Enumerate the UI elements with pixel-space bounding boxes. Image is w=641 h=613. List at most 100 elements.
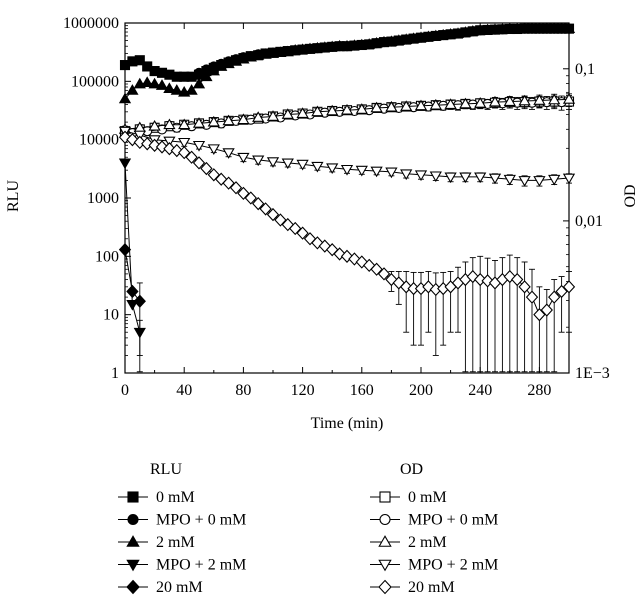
data-point (222, 148, 235, 159)
data-point (444, 98, 457, 109)
legend-label-od: 20 mM (408, 579, 455, 596)
data-point (252, 196, 265, 211)
legend-marker (126, 559, 140, 572)
data-point (222, 114, 235, 126)
data-point (274, 213, 287, 227)
data-point (266, 207, 280, 222)
data-point (259, 202, 272, 216)
data-point (511, 272, 524, 287)
legend-marker (379, 513, 391, 526)
data-point (215, 172, 228, 186)
y-tick-label: 100000 (71, 73, 119, 90)
series-line (124, 28, 569, 78)
data-point (296, 107, 309, 118)
data-point (503, 22, 516, 34)
data-point (533, 94, 546, 105)
data-point (178, 137, 191, 149)
legend-marker (126, 535, 140, 547)
legend-group-od: OD (400, 461, 423, 478)
legend-marker (126, 579, 140, 595)
data-point (444, 172, 457, 184)
y-axis-left: 1 10 100 1000 10000 100000 1000000 (63, 15, 131, 382)
legend-label-rlu: 2 mM (156, 534, 195, 551)
series-rlu-20-mm (118, 243, 146, 373)
y2-tick-label: 0,1 (575, 61, 595, 78)
series-rlu-mpo-2-mm (118, 158, 146, 356)
y-axis-right: 1E−3 0,01 0,1 (563, 22, 610, 382)
data-point (237, 186, 250, 201)
data-point (155, 79, 169, 90)
data-point (429, 98, 442, 110)
y-tick-label: 10000 (79, 132, 119, 149)
legend-marker (378, 579, 392, 595)
y2-tick-label: 1E−3 (575, 365, 610, 382)
data-point (474, 172, 487, 184)
y-tick-label: 10 (103, 307, 119, 324)
data-point (326, 104, 339, 116)
data-point (281, 158, 294, 170)
data-point (237, 113, 250, 125)
data-point (134, 55, 145, 66)
data-point (163, 136, 176, 148)
data-point (355, 103, 368, 114)
data-point (340, 103, 354, 115)
data-point (163, 142, 176, 156)
data-point (481, 23, 494, 35)
data-point (377, 267, 391, 281)
data-point (562, 22, 576, 34)
legend-marker (378, 535, 392, 547)
legend-marker (378, 559, 392, 572)
data-point (185, 84, 198, 95)
data-point (237, 152, 250, 164)
legend-label-rlu: 20 mM (156, 579, 203, 596)
data-point (252, 111, 265, 122)
data-point (333, 39, 346, 51)
data-point (192, 140, 206, 152)
x-axis: 0 40 80 120 160 200 240 280 (121, 23, 551, 399)
data-point (488, 173, 502, 185)
data-point (548, 290, 561, 304)
data-point (533, 308, 546, 322)
x-axis-title: Time (min) (311, 415, 384, 432)
data-point (533, 176, 546, 187)
data-point (340, 164, 354, 176)
data-point (163, 82, 176, 93)
data-point (118, 92, 132, 104)
data-point (252, 155, 265, 167)
data-point (126, 284, 139, 299)
data-point (141, 137, 154, 151)
data-point (370, 101, 383, 113)
data-point (118, 158, 132, 170)
data-point (385, 167, 398, 179)
x-tick-label: 0 (121, 382, 129, 399)
legend: RLU OD 0 mM MPO + 0 mM 2 mM MPO + 2 mM 20 mM… (118, 461, 498, 596)
data-point (200, 70, 213, 82)
y2-tick-label: 0,01 (575, 213, 603, 230)
data-point (126, 84, 139, 95)
data-point (222, 176, 235, 190)
legend-label-od: MPO + 2 mM (408, 557, 498, 574)
data-point (163, 118, 176, 130)
data-point (266, 110, 280, 121)
data-point (192, 156, 206, 170)
data-point (503, 174, 516, 186)
data-point (525, 290, 539, 304)
legend-group-rlu: RLU (150, 461, 182, 478)
data-point (170, 84, 183, 95)
x-tick-label: 160 (350, 382, 374, 399)
y-tick-label: 100 (95, 248, 119, 265)
data-point (133, 294, 146, 308)
data-point (296, 159, 309, 171)
data-point (192, 77, 206, 89)
data-point (518, 280, 531, 294)
data-point (414, 99, 428, 111)
data-point (474, 272, 487, 287)
data-point (311, 161, 324, 173)
data-point (266, 157, 280, 168)
data-point (548, 174, 561, 186)
data-point (178, 145, 191, 160)
data-point (518, 94, 531, 106)
data-point (141, 76, 154, 88)
legend-label-rlu: MPO + 0 mM (156, 512, 246, 529)
data-point (355, 255, 368, 269)
